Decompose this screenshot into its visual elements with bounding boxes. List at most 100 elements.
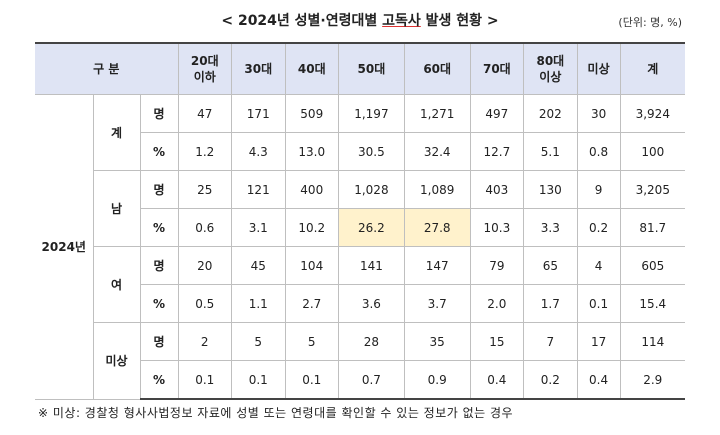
corner-header: 구 분 <box>35 42 179 95</box>
title-part: 고독사 <box>382 13 421 29</box>
value-cell: 28 <box>338 322 405 361</box>
unit-note: (단위: 명, %) <box>618 16 682 29</box>
value-cell: 497 <box>469 94 525 133</box>
value-cell: 141 <box>338 246 405 285</box>
unit-cell: % <box>140 132 179 171</box>
value-cell: 12.7 <box>469 132 525 171</box>
group-cell: 남 <box>93 170 141 247</box>
value-cell: 10.3 <box>469 208 525 247</box>
value-cell: 35 <box>403 322 471 361</box>
unit-cell: % <box>140 208 179 247</box>
unit-cell: % <box>140 284 179 323</box>
value-cell: 605 <box>619 246 685 285</box>
value-cell: 1,089 <box>403 170 471 209</box>
title: < 2024년 성별·연령대별 고독사 발생 현황 > <box>0 10 720 30</box>
column-header: 계 <box>619 42 685 95</box>
value-cell: 10.2 <box>284 208 339 247</box>
value-cell: 1.1 <box>231 284 286 323</box>
value-cell: 79 <box>469 246 525 285</box>
value-cell: 5 <box>231 322 286 361</box>
value-cell: 45 <box>231 246 286 285</box>
title-part: < 2024년 성별·연령대별 <box>221 13 383 29</box>
data-row: % 0.1 0.1 0.1 0.7 0.9 0.4 0.2 0.4 2.9 <box>35 360 685 400</box>
value-cell: 5 <box>284 322 339 361</box>
value-cell: 2.9 <box>619 360 685 400</box>
value-cell: 0.2 <box>523 360 578 400</box>
data-row: 미상 명 2 5 5 28 35 15 7 17 114 <box>35 322 685 400</box>
data-row: 남 명 25 121 400 1,028 1,089 403 130 9 3,205 <box>35 170 685 247</box>
value-cell: 0.1 <box>284 360 339 400</box>
column-header: 60대 <box>403 42 471 95</box>
value-cell: 3.7 <box>403 284 471 323</box>
value-cell: 0.4 <box>576 360 621 400</box>
column-header: 20대 이하 <box>177 42 232 95</box>
value-cell: 3.6 <box>338 284 405 323</box>
value-cell: 2.7 <box>284 284 339 323</box>
value-cell: 17 <box>576 322 621 361</box>
value-cell: 3.1 <box>231 208 286 247</box>
value-cell: 1.2 <box>177 132 232 171</box>
value-cell: 121 <box>231 170 286 209</box>
value-cell: 4 <box>576 246 621 285</box>
value-cell: 5.1 <box>523 132 578 171</box>
value-cell: 1,028 <box>338 170 405 209</box>
value-cell: 1.7 <box>523 284 578 323</box>
column-header: 70대 <box>469 42 525 95</box>
value-cell: 0.6 <box>177 208 232 247</box>
value-cell: 30.5 <box>338 132 405 171</box>
value-cell: 147 <box>403 246 471 285</box>
value-cell: 0.2 <box>576 208 621 247</box>
value-cell: 403 <box>469 170 525 209</box>
value-cell: 9 <box>576 170 621 209</box>
value-cell: 400 <box>284 170 339 209</box>
value-cell: 0.1 <box>576 284 621 323</box>
data-row: 2024년 계 명 47 171 509 1,197 1,271 497 202 30 3,924 <box>35 94 685 400</box>
column-header: 미상 <box>576 42 621 95</box>
value-cell: 130 <box>523 170 578 209</box>
value-cell: 1,197 <box>338 94 405 133</box>
unit-cell: 명 <box>139 322 179 361</box>
value-cell: 0.1 <box>231 360 286 400</box>
value-cell: 2 <box>177 322 232 361</box>
group-cell: 여 <box>93 246 141 323</box>
data-row: % 0.5 1.1 2.7 3.6 3.7 2.0 1.7 0.1 15.4 <box>35 284 685 323</box>
value-cell: 104 <box>284 246 339 285</box>
column-header: 30대 <box>231 42 286 95</box>
value-cell: 0.7 <box>338 360 405 400</box>
column-header: 50대 <box>338 42 405 95</box>
value-cell: 0.5 <box>177 284 232 323</box>
unit-cell: 명 <box>139 246 179 285</box>
value-cell: 15 <box>469 322 525 361</box>
value-cell: 3,924 <box>619 94 685 133</box>
value-cell: 0.8 <box>576 132 621 171</box>
unit-cell: 명 <box>139 170 179 209</box>
column-header: 80대 이상 <box>523 42 578 95</box>
value-cell: 4.3 <box>231 132 286 171</box>
value-cell: 65 <box>523 246 578 285</box>
value-cell: 0.9 <box>403 360 471 400</box>
year-cell: 2024년 <box>35 94 94 400</box>
value-cell: 114 <box>619 322 685 361</box>
value-cell: 30 <box>576 94 621 133</box>
header-row: 구 분 20대 이하 30대 40대 50대 60대 70대 80대 이상 미상 계 <box>35 42 685 95</box>
value-cell: 27.8 <box>403 208 471 247</box>
column-header: 40대 <box>284 42 339 95</box>
value-cell: 20 <box>177 246 232 285</box>
unit-cell: % <box>140 360 179 400</box>
value-cell: 7 <box>523 322 578 361</box>
group-cell: 미상 <box>93 322 141 400</box>
value-cell: 25 <box>177 170 232 209</box>
footnote: ※ 미상: 경찰청 형사사법정보 자료에 성별 또는 연령대를 확인할 수 있는… <box>38 406 514 420</box>
value-cell: 0.1 <box>177 360 232 400</box>
value-cell: 3.3 <box>523 208 578 247</box>
value-cell: 26.2 <box>338 208 405 247</box>
title-part: 발생 현황 > <box>420 13 499 29</box>
value-cell: 13.0 <box>284 132 339 171</box>
value-cell: 171 <box>231 94 286 133</box>
value-cell: 100 <box>619 132 685 171</box>
value-cell: 509 <box>284 94 339 133</box>
value-cell: 81.7 <box>619 208 685 247</box>
value-cell: 32.4 <box>403 132 471 171</box>
